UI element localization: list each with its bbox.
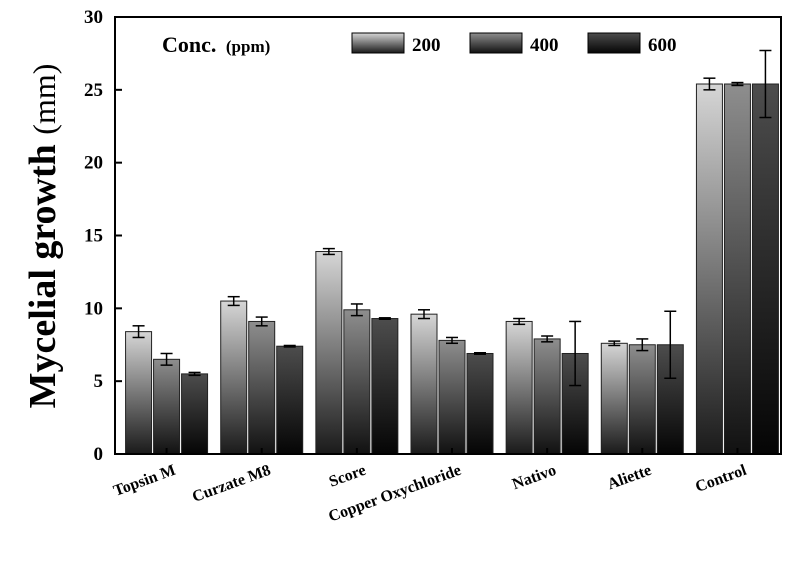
bar-200-2 bbox=[220, 300, 248, 455]
legend-label-600: 600 bbox=[648, 35, 677, 56]
y-tick-label: 25 bbox=[84, 80, 103, 101]
bar-400-4 bbox=[438, 339, 466, 455]
x-category-label: Score bbox=[327, 462, 368, 491]
legend-title: Conc. (ppm) bbox=[162, 32, 270, 57]
bar-600-4 bbox=[466, 352, 494, 455]
x-category-label: Topsin M bbox=[111, 462, 178, 500]
y-axis-label-main: Mycelial growth bbox=[22, 144, 64, 408]
bar-200-1 bbox=[125, 331, 153, 455]
bar-200-6 bbox=[600, 342, 628, 455]
bar-600-3 bbox=[371, 318, 399, 455]
bar-600-7 bbox=[751, 83, 779, 455]
legend-unit: (ppm) bbox=[226, 37, 270, 56]
bar-400-2 bbox=[248, 320, 276, 455]
bar-400-3 bbox=[343, 309, 371, 455]
x-category-label: Aliette bbox=[605, 462, 653, 493]
y-axis-label-unit: (mm) bbox=[26, 64, 62, 135]
bar-200-4 bbox=[410, 313, 438, 455]
bar-400-5 bbox=[533, 338, 561, 455]
y-tick-label: 5 bbox=[94, 371, 104, 392]
legend-swatch-200 bbox=[351, 32, 405, 54]
y-tick-label: 10 bbox=[84, 298, 103, 319]
bar-200-7 bbox=[695, 83, 723, 455]
y-tick-label: 20 bbox=[84, 153, 103, 174]
legend-label-400: 400 bbox=[530, 35, 559, 56]
bar-200-5 bbox=[505, 320, 533, 455]
y-axis-ticks: 0 5 10 15 20 25 30 bbox=[84, 7, 122, 465]
bar-400-7 bbox=[723, 83, 751, 455]
legend: Conc. (ppm) 200 400 600 bbox=[162, 32, 677, 57]
legend-swatch-400 bbox=[469, 32, 523, 54]
plot-area bbox=[125, 49, 779, 455]
y-axis-label: Mycelial growth (mm) bbox=[22, 64, 64, 409]
bar-600-2 bbox=[276, 345, 304, 455]
bar-600-1 bbox=[181, 373, 209, 455]
y-tick-label: 30 bbox=[84, 7, 103, 28]
x-category-label: Nativo bbox=[510, 462, 558, 493]
bar-400-1 bbox=[153, 358, 181, 455]
bar-400-6 bbox=[628, 344, 656, 455]
x-category-label: Control bbox=[693, 462, 749, 496]
bar-200-3 bbox=[315, 251, 343, 455]
legend-label-200: 200 bbox=[412, 35, 441, 56]
y-tick-label: 15 bbox=[84, 226, 103, 247]
x-category-label: Curzate M8 bbox=[190, 462, 273, 506]
y-tick-label: 0 bbox=[94, 444, 104, 465]
legend-swatch-600 bbox=[587, 32, 641, 54]
